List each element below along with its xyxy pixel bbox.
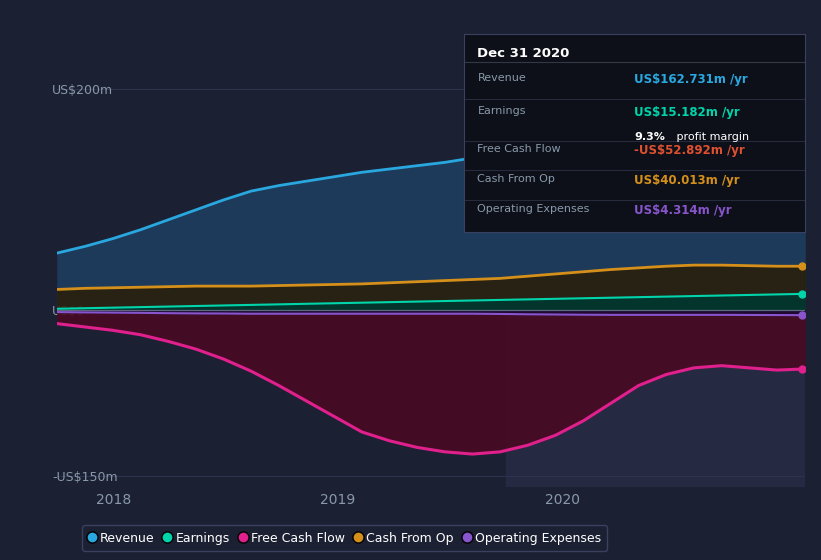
Text: Operating Expenses: Operating Expenses <box>478 204 589 213</box>
Text: US$162.731m /yr: US$162.731m /yr <box>635 73 748 86</box>
Text: Free Cash Flow: Free Cash Flow <box>478 144 561 154</box>
Text: profit margin: profit margin <box>673 132 750 142</box>
Text: 9.3%: 9.3% <box>635 132 665 142</box>
Text: Dec 31 2020: Dec 31 2020 <box>478 46 570 59</box>
Text: US$4.314m /yr: US$4.314m /yr <box>635 204 732 217</box>
Text: Earnings: Earnings <box>478 106 526 116</box>
Text: Cash From Op: Cash From Op <box>478 174 555 184</box>
Text: US$40.013m /yr: US$40.013m /yr <box>635 174 740 186</box>
Legend: Revenue, Earnings, Free Cash Flow, Cash From Op, Operating Expenses: Revenue, Earnings, Free Cash Flow, Cash … <box>82 525 608 551</box>
Text: Revenue: Revenue <box>478 73 526 83</box>
Text: -US$52.892m /yr: -US$52.892m /yr <box>635 144 745 157</box>
Text: US$15.182m /yr: US$15.182m /yr <box>635 106 740 119</box>
Bar <box>507 78 805 487</box>
